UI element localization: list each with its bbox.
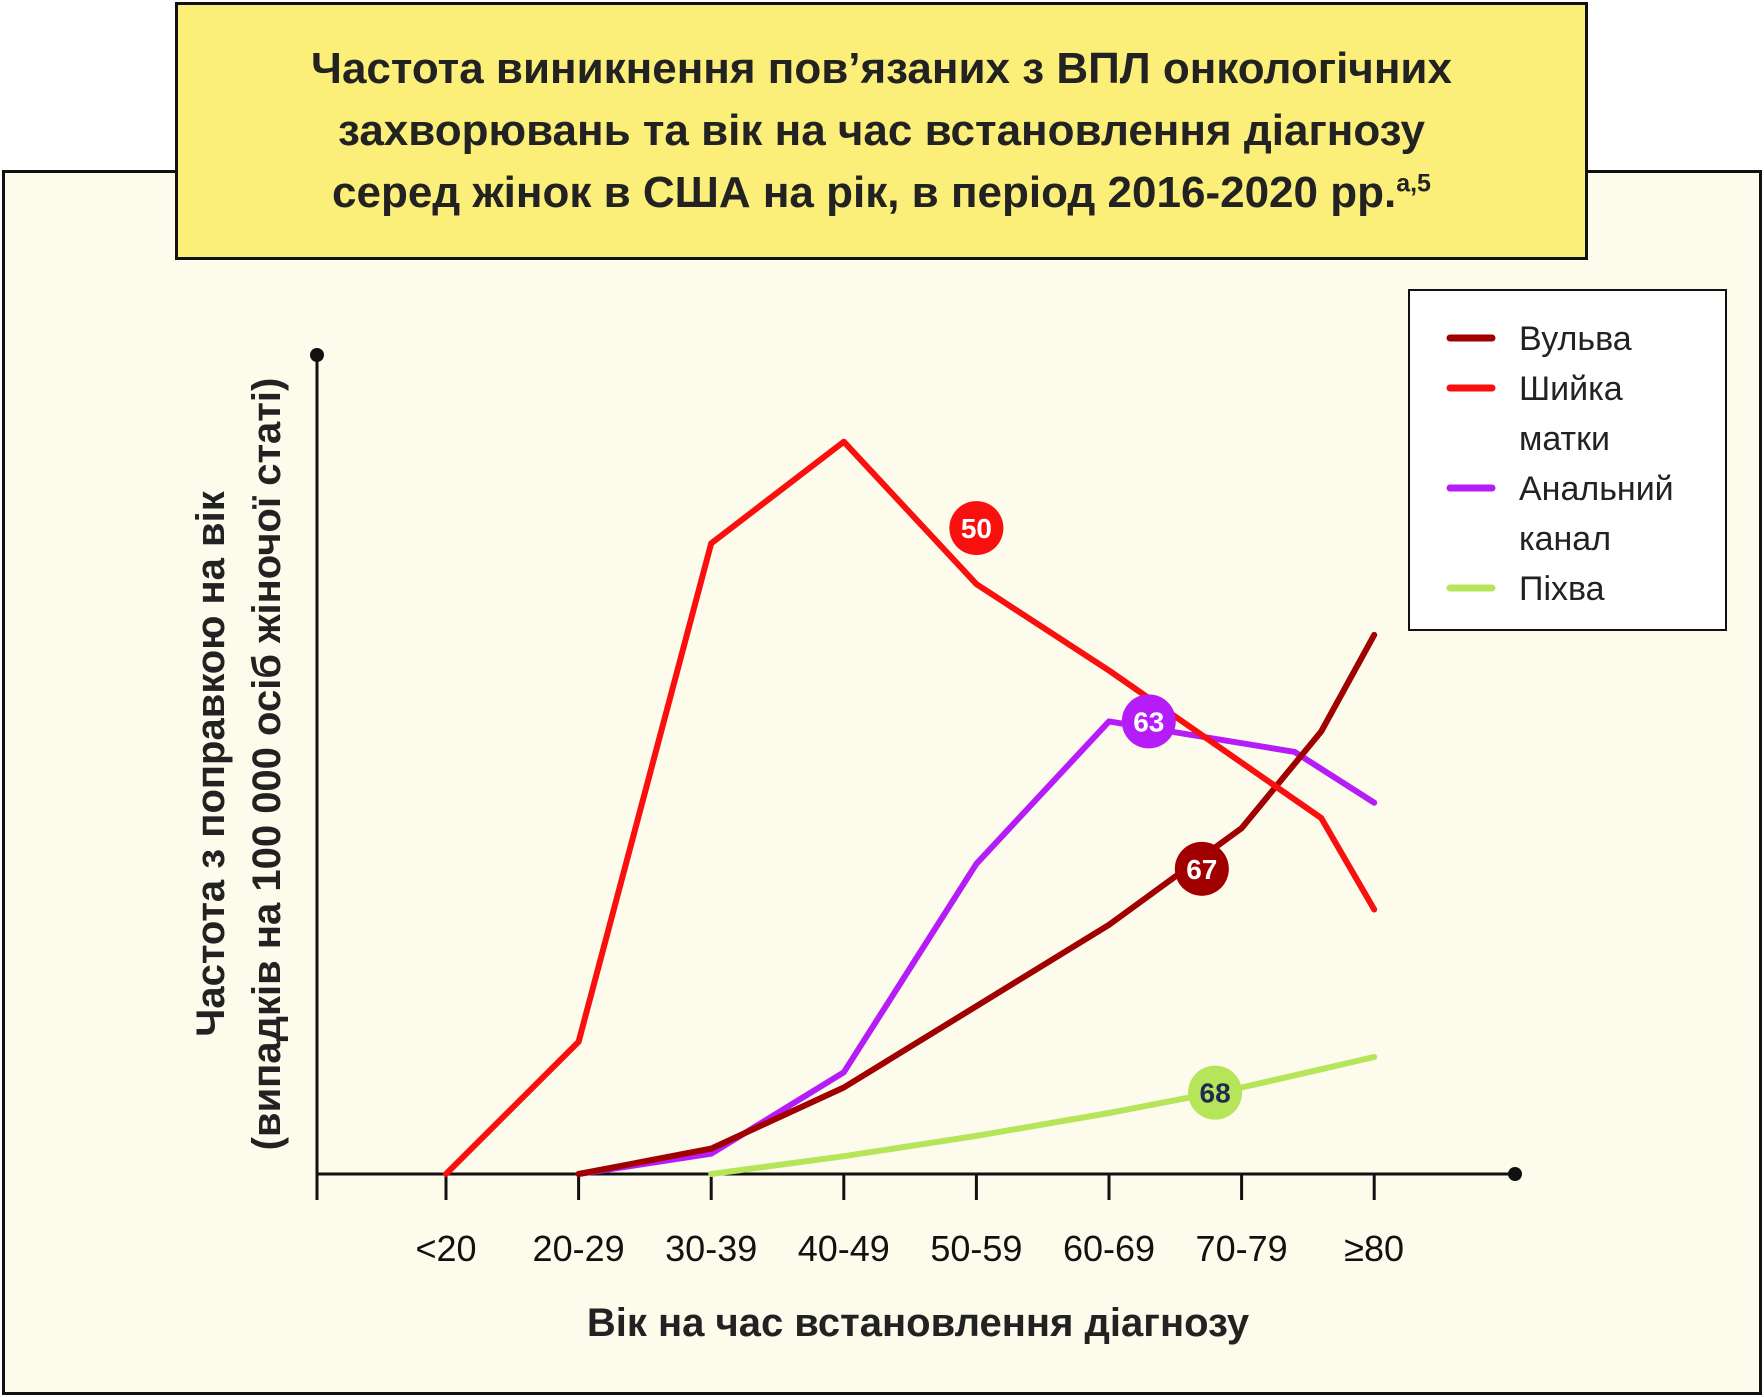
legend-label-1: матки: [1519, 420, 1610, 458]
x-tick-label: 40-49: [798, 1228, 890, 1269]
series-line-3: [708, 1054, 1378, 1177]
chart-title: Частота виникнення пов’язаних з ВПЛ онко…: [311, 38, 1452, 224]
legend: Вульва Шийка матки Анальний канал Піхва: [1408, 289, 1727, 631]
legend-label-2: Анальний: [1519, 470, 1674, 508]
series-line-1: [443, 438, 1378, 1177]
title-line-1: Частота виникнення пов’язаних з ВПЛ онко…: [311, 44, 1452, 93]
title-line-2: захворювань та вік на час встановлення д…: [338, 106, 1425, 155]
series-badge-1: [949, 501, 1004, 556]
axes: <20 20-29 30-39 40-49 50-59 60-69 70-79 ≥80: [310, 348, 1522, 1269]
series-line-2: [575, 718, 1378, 1177]
series-layer: [443, 438, 1378, 1177]
legend-label-0: Вульва: [1519, 320, 1632, 358]
x-ticks: <20 20-29 30-39 40-49 50-59 60-69 70-79 ≥80: [315, 1174, 1404, 1269]
x-tick-label: 50-59: [930, 1228, 1022, 1269]
x-tick-label: 70-79: [1196, 1228, 1288, 1269]
x-tick-label: 30-39: [665, 1228, 757, 1269]
legend-label-3: Піхва: [1519, 570, 1605, 608]
title-box: Частота виникнення пов’язаних з ВПЛ онко…: [175, 2, 1588, 260]
series-badge-0: [1174, 841, 1229, 896]
badge-layer: 67 50 63 68: [949, 501, 1243, 1120]
series-badge-2: [1121, 694, 1176, 749]
x-tick-label: 20-29: [533, 1228, 625, 1269]
title-line-3: серед жінок в США на рік, в період 2016-…: [311, 162, 1452, 224]
series-badge-label-2: 63: [1133, 706, 1164, 737]
y-axis-title-line-1: Частота з поправкою на вік: [189, 490, 233, 1036]
x-tick-label: <20: [415, 1228, 476, 1269]
legend-box: [1408, 289, 1727, 631]
title-superscript: a,5: [1396, 169, 1431, 198]
series-badge-3: [1188, 1065, 1243, 1120]
title-line-3-text: серед жінок в США на рік, в період 2016-…: [332, 168, 1397, 217]
x-axis-title: Вік на час встановлення діагнозу: [587, 1301, 1250, 1345]
x-axis-end-dot: [1508, 1167, 1522, 1181]
x-tick-label: 60-69: [1063, 1228, 1155, 1269]
y-axis-title-line-2: (випадків на 100 000 осіб жіночої статі): [245, 378, 289, 1151]
series-badge-label-0: 67: [1186, 854, 1217, 885]
legend-label-1: Шийка: [1519, 370, 1623, 408]
y-axis-end-dot: [310, 348, 324, 362]
series-badge-label-3: 68: [1200, 1078, 1231, 1109]
legend-label-2: канал: [1519, 520, 1611, 558]
series-line-0: [575, 631, 1378, 1177]
x-tick-label: ≥80: [1344, 1228, 1404, 1269]
series-badge-label-1: 50: [961, 513, 992, 544]
